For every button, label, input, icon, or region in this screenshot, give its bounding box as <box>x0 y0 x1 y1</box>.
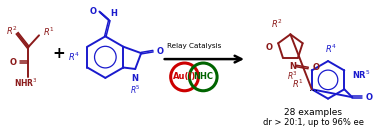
Text: Relay Catalysis: Relay Catalysis <box>167 43 221 49</box>
Text: $R^1$: $R^1$ <box>43 25 55 38</box>
Text: $R^3$: $R^3$ <box>287 70 298 82</box>
Text: dr > 20:1, up to 96% ee: dr > 20:1, up to 96% ee <box>263 118 364 127</box>
Text: $R^1$: $R^1$ <box>292 77 304 90</box>
Text: $R^2$: $R^2$ <box>271 18 282 30</box>
Text: O: O <box>90 7 96 16</box>
Text: N: N <box>289 62 296 70</box>
Text: O: O <box>157 47 164 56</box>
Text: O: O <box>9 58 16 67</box>
Text: Au(I): Au(I) <box>173 72 196 81</box>
Text: 28 examples: 28 examples <box>284 108 342 117</box>
Text: O: O <box>366 93 373 102</box>
Text: $R^5$: $R^5$ <box>130 84 141 96</box>
Text: ···: ··· <box>309 86 318 96</box>
Text: $R^4$: $R^4$ <box>68 51 80 63</box>
Text: +: + <box>53 46 65 61</box>
Text: NHC: NHC <box>193 72 213 81</box>
Text: O: O <box>266 43 273 52</box>
Text: $R^4$: $R^4$ <box>325 43 337 55</box>
Text: NR$^5$: NR$^5$ <box>352 69 370 81</box>
Text: NHR$^3$: NHR$^3$ <box>14 77 38 89</box>
Text: O: O <box>312 63 319 72</box>
Text: $R^2$: $R^2$ <box>6 24 18 37</box>
Text: N: N <box>132 74 139 83</box>
Text: H: H <box>110 9 117 18</box>
